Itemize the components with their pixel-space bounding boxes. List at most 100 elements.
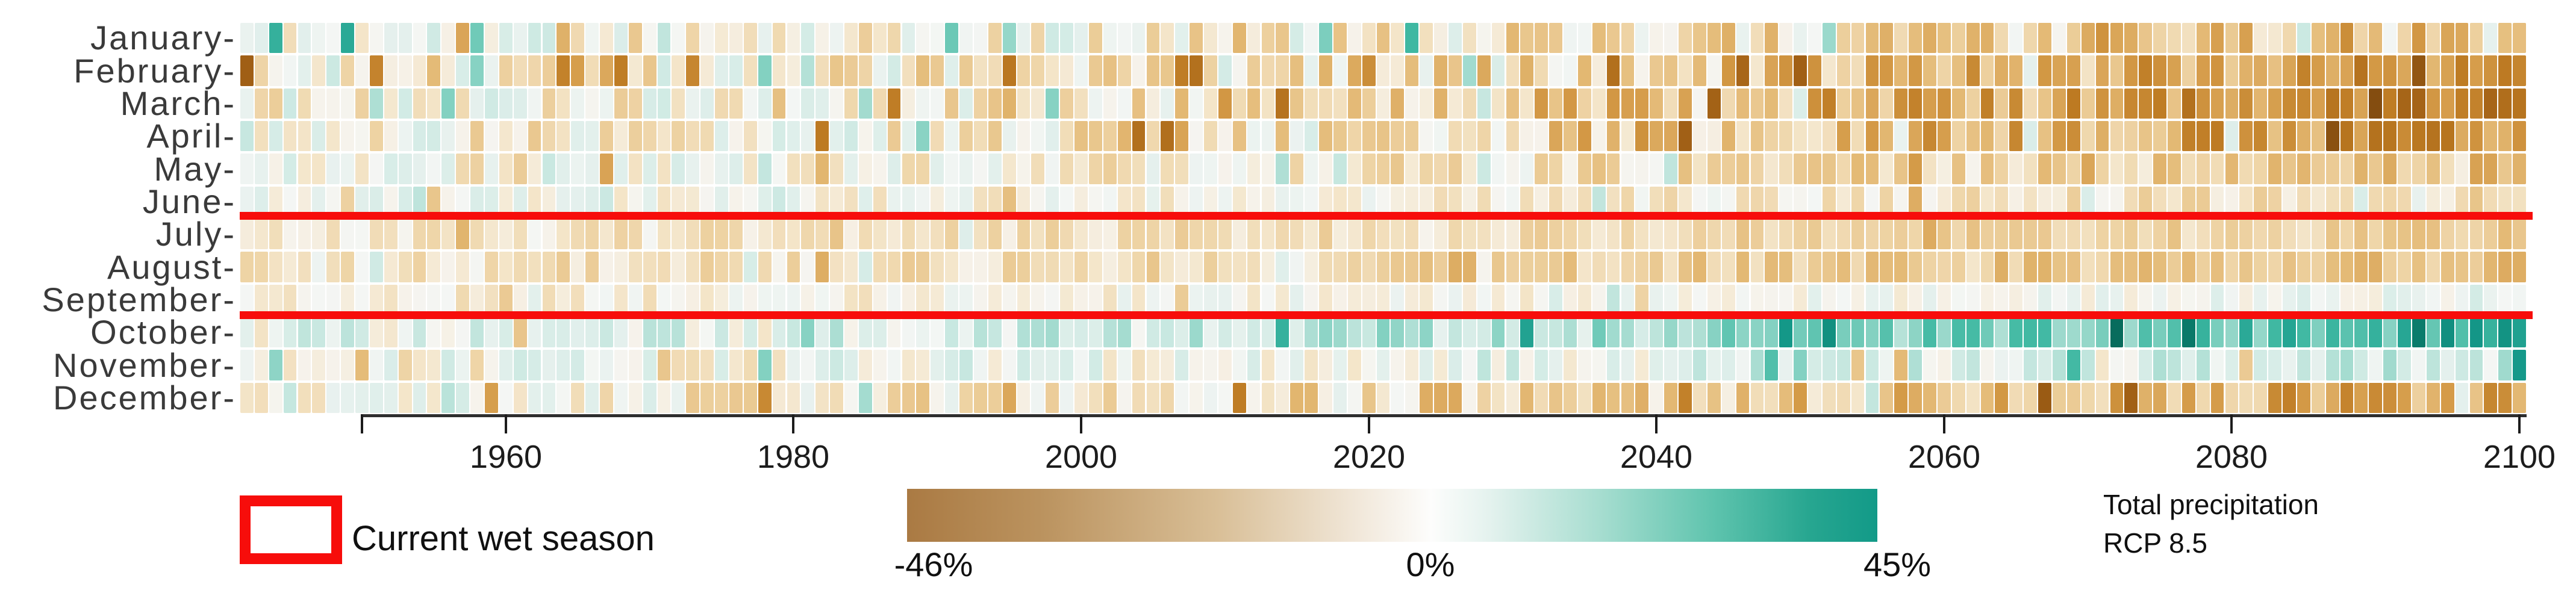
- heatmap-cell: [2225, 219, 2239, 250]
- heatmap-cell: [1305, 23, 1318, 54]
- heatmap-cell: [2110, 317, 2124, 348]
- heatmap-cell: [441, 154, 455, 184]
- heatmap-cell: [1894, 252, 1908, 282]
- heatmap-cell: [2225, 350, 2239, 380]
- heatmap-cell: [1175, 382, 1189, 413]
- heatmap-cell: [298, 88, 311, 119]
- heatmap-cell: [643, 55, 656, 86]
- x-axis-tick-label: 2060: [1907, 439, 1981, 475]
- heatmap-cell: [1836, 382, 1850, 413]
- heatmap-cell: [1434, 382, 1447, 413]
- heatmap-cell: [2024, 88, 2038, 119]
- heatmap-cell: [1535, 154, 1548, 184]
- heatmap-cell: [715, 317, 728, 348]
- heatmap-cell: [341, 252, 355, 282]
- heatmap-cell: [341, 88, 355, 119]
- heatmap-cell: [1549, 219, 1562, 250]
- heatmap-cell: [2498, 382, 2512, 413]
- heatmap-cell: [1405, 186, 1419, 217]
- heatmap-cell: [1103, 154, 1117, 184]
- heatmap-cell: [858, 154, 872, 184]
- heatmap-cell: [787, 186, 800, 217]
- heatmap-cell: [585, 219, 599, 250]
- heatmap-cell: [1995, 88, 2009, 119]
- heatmap-cell: [1679, 154, 1692, 184]
- heatmap-cell: [2110, 350, 2124, 380]
- heatmap-cell: [341, 284, 355, 315]
- heatmap-cell: [2210, 317, 2224, 348]
- heatmap-cell: [528, 382, 541, 413]
- heatmap-cell: [801, 121, 815, 152]
- heatmap-cell: [2283, 186, 2296, 217]
- heatmap-cell: [1362, 382, 1376, 413]
- heatmap-cell: [1449, 88, 1462, 119]
- heatmap-cell: [456, 121, 470, 152]
- heatmap-cell: [1305, 350, 1318, 380]
- heatmap-cell: [1362, 55, 1376, 86]
- heatmap-cell: [988, 186, 1002, 217]
- heatmap-cell: [931, 154, 944, 184]
- heatmap-cell: [772, 219, 786, 250]
- heatmap-cell: [1074, 252, 1088, 282]
- heatmap-cell: [269, 55, 282, 86]
- heatmap-cell: [1679, 350, 1692, 380]
- heatmap-cell: [499, 252, 513, 282]
- y-axis-label-month: August-: [107, 247, 236, 286]
- heatmap-cell: [1405, 252, 1419, 282]
- heatmap-cell: [1592, 154, 1606, 184]
- heatmap-cell: [2038, 284, 2051, 315]
- heatmap-cell: [787, 121, 800, 152]
- heatmap-cell: [1995, 186, 2009, 217]
- heatmap-cell: [1319, 317, 1332, 348]
- heatmap-cell: [1577, 252, 1591, 282]
- heatmap-cell: [844, 121, 858, 152]
- heatmap-cell: [1161, 23, 1174, 54]
- y-axis-label-month: November-: [53, 346, 236, 384]
- heatmap-cell: [988, 23, 1002, 54]
- heatmap-cell: [628, 55, 642, 86]
- heatmap-cell: [1305, 154, 1318, 184]
- heatmap-cell: [1146, 284, 1160, 315]
- heatmap-cell: [1995, 252, 2009, 282]
- heatmap-cell: [1376, 55, 1390, 86]
- heatmap-cell: [240, 252, 254, 282]
- heatmap-cell: [456, 317, 470, 348]
- heatmap-cell: [729, 186, 743, 217]
- heatmap-cell: [1592, 219, 1606, 250]
- heatmap-cell: [1017, 382, 1031, 413]
- heatmap-cell: [1204, 186, 1217, 217]
- heatmap-cell: [2066, 350, 2080, 380]
- heatmap-cell: [254, 23, 268, 54]
- heatmap-cell: [2066, 284, 2080, 315]
- heatmap-cell: [743, 284, 757, 315]
- heatmap-cell: [1750, 350, 1764, 380]
- heatmap-cell: [1002, 219, 1016, 250]
- heatmap-cell: [614, 284, 628, 315]
- heatmap-cell: [1951, 186, 1965, 217]
- heatmap-cell: [2412, 23, 2425, 54]
- heatmap-cell: [542, 284, 556, 315]
- heatmap-cell: [1376, 154, 1390, 184]
- heatmap-cell: [1592, 350, 1606, 380]
- heatmap-cell: [700, 317, 714, 348]
- heatmap-cell: [2426, 88, 2440, 119]
- heatmap-cell: [2110, 121, 2124, 152]
- heatmap-cell: [1391, 186, 1405, 217]
- heatmap-cell: [657, 317, 671, 348]
- heatmap-cell: [902, 252, 915, 282]
- heatmap-cell: [298, 350, 311, 380]
- heatmap-cell: [931, 382, 944, 413]
- heatmap-cell: [2196, 350, 2210, 380]
- heatmap-cell: [384, 350, 398, 380]
- heatmap-cell: [1765, 382, 1779, 413]
- heatmap-cell: [1434, 154, 1447, 184]
- heatmap-cell: [1347, 350, 1361, 380]
- heatmap-cell: [557, 284, 570, 315]
- heatmap-cell: [1218, 350, 1232, 380]
- heatmap-cell: [2354, 284, 2368, 315]
- heatmap-cell: [1031, 219, 1045, 250]
- heatmap-cell: [2268, 121, 2282, 152]
- heatmap-cell: [1808, 121, 1821, 152]
- heatmap-cell: [1721, 350, 1735, 380]
